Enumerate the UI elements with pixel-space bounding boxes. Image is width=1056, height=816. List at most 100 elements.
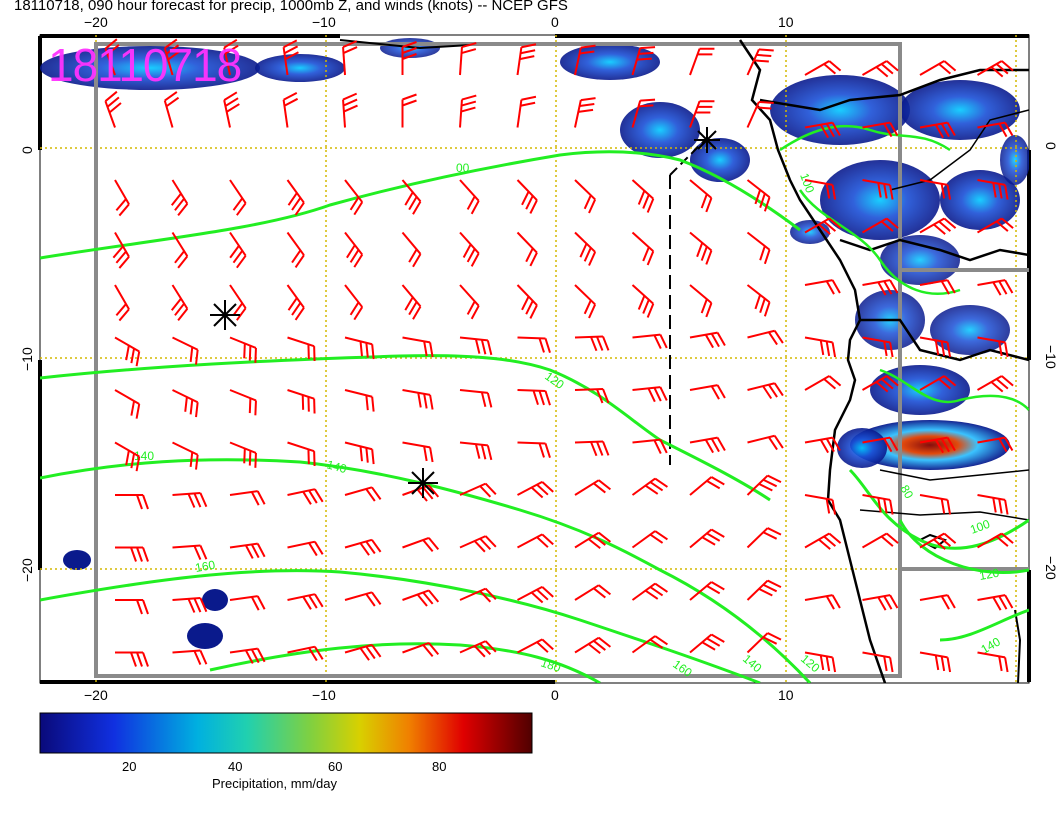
lat-label: −10 [1043,345,1056,369]
wind-barb [459,389,493,408]
wind-barb [632,438,668,455]
wind-barb [344,231,364,268]
wind-barb [689,581,725,601]
wind-barb [804,179,837,200]
date-stamp: 18110718 [48,39,242,91]
lon-label: −20 [84,687,108,703]
lat-label: 0 [19,146,35,154]
wind-barb [114,441,141,472]
wind-barb [459,482,497,498]
wind-barb [689,100,715,128]
wind-barb [163,38,181,76]
axis-labels: −20 −10 0 10 −20 −10 0 10 0 −10 −20 0 −1… [19,14,1056,703]
wind-barb [344,591,382,607]
wind-barb [344,441,375,465]
wind-barb [172,544,208,560]
storm-center-markers [210,127,720,498]
wind-barb [804,594,841,610]
wind-barb [401,231,422,268]
wind-barb [746,100,774,128]
wind-barb [977,594,1014,611]
wind-barb [689,331,726,349]
wind-barb [746,474,782,496]
wind-barb [977,375,1014,393]
wind-barb [459,179,480,215]
wind-barb [229,336,257,363]
storm-center-marker [694,127,720,153]
wind-barb [631,582,668,601]
wind-barb [631,46,656,76]
wind-barb [344,284,364,321]
wind-barb [574,44,596,76]
wind-barb [977,336,1009,358]
wind-barb [229,595,266,611]
wind-barb [919,60,957,76]
lon-label: 10 [778,687,794,703]
wind-barb [977,60,1014,78]
colorbar-tick: 20 [122,759,137,774]
wind-barb [746,632,782,654]
wind-barb [919,279,956,295]
wind-barb [631,530,668,549]
wind-barb [287,645,324,662]
wind-barb [344,389,375,412]
wind-barb [689,284,713,318]
wind-barb [459,336,493,356]
wind-barb [632,333,668,350]
wind-barb [287,540,324,557]
wind-barb [229,490,266,506]
wind-barb [862,217,899,234]
wind-barb [402,336,434,358]
wind-barb [104,38,120,76]
wind-barb [401,93,417,128]
wind-barb [516,231,538,267]
wind-barb [574,335,610,352]
wind-barb [746,48,774,76]
svg-text:80: 80 [897,483,916,502]
wind-barb [631,284,655,318]
wind-barb [689,231,713,265]
wind-barb [344,538,382,556]
lat-label: −10 [19,347,35,371]
wind-barb [517,441,551,458]
wind-barb [286,231,305,268]
wind-barb [746,527,782,549]
wind-barb [459,587,497,603]
wind-barb [344,643,382,661]
wind-barb [631,635,668,654]
wind-barb [459,535,497,553]
wind-barb [919,494,952,515]
wind-barb [287,389,316,414]
wind-barb [115,546,149,562]
wind-barb [977,436,1014,453]
precip-colorbar [39,712,533,754]
wind-barb [115,651,149,667]
colorbar-tick: 60 [328,759,343,774]
wind-barb [804,436,841,454]
wind-barb [342,92,358,128]
wind-barb [746,179,771,212]
wind-barb [574,179,597,214]
wind-barb [919,532,957,550]
wind-barb [223,38,239,76]
wind-barb [977,279,1014,296]
lon-label: 0 [551,14,559,30]
wind-barb [574,479,612,496]
wind-barb [689,47,715,76]
wind-barb [747,434,784,451]
storm-center-marker [210,300,240,330]
wind-barb [459,94,477,128]
wind-barb [229,179,247,216]
wind-barb [574,97,596,128]
svg-text:120: 120 [542,369,567,392]
wind-barb [172,441,199,470]
wind-barb [862,121,899,138]
wind-barb [517,480,554,499]
colorbar-title: Precipitation, mm/day [212,776,337,791]
wind-barb [804,60,842,76]
lon-label: −10 [312,687,336,703]
wind-barb [517,585,554,604]
wind-barb [517,533,554,549]
wind-barb [112,232,130,269]
wind-barb [459,42,477,76]
